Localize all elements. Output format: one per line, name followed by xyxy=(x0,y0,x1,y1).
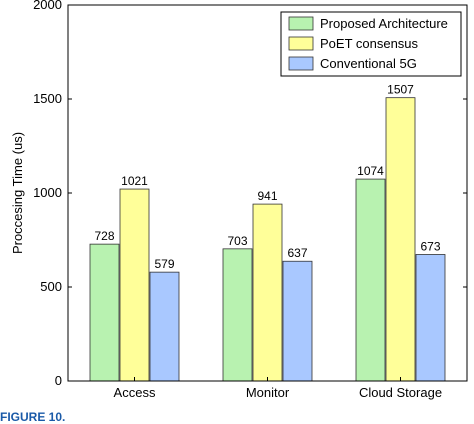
bar-cloud-storage-conventional-5g xyxy=(415,254,446,382)
y-tick-label-500: 500 xyxy=(40,279,62,294)
x-tick-label-access: Access xyxy=(114,385,156,400)
legend: Proposed Architecture PoET consensus Con… xyxy=(280,11,462,77)
y-tick-label-1500: 1500 xyxy=(33,91,62,106)
bar-monitor-conventional-5g xyxy=(282,260,313,382)
bar-access-proposed-architecture xyxy=(89,243,120,382)
y-axis-title: Proccesing Time (us) xyxy=(10,132,25,254)
y-tick-label-2000: 2000 xyxy=(33,0,62,12)
legend-label-proposed-architecture: Proposed Architecture xyxy=(320,16,448,31)
data-label-access-proposed-architecture: 728 xyxy=(94,229,114,243)
data-label-monitor-conventional-5g: 637 xyxy=(287,246,307,260)
bar-access-poet-consensus xyxy=(119,188,150,382)
data-label-cloud-storage-proposed-architecture: 1074 xyxy=(357,164,384,178)
data-label-monitor-proposed-architecture: 703 xyxy=(227,234,247,248)
data-label-access-poet-consensus: 1021 xyxy=(121,174,148,188)
bar-access-conventional-5g xyxy=(149,271,180,382)
x-tick-label-cloud-storage: Cloud Storage xyxy=(359,385,442,400)
bar-monitor-proposed-architecture xyxy=(222,248,253,382)
figure-caption: FIGURE 10. xyxy=(0,410,66,424)
legend-swatch-proposed-architecture xyxy=(288,16,314,31)
legend-swatch-poet-consensus xyxy=(288,36,314,51)
bar-cloud-storage-proposed-architecture xyxy=(355,178,386,382)
data-label-monitor-poet-consensus: 941 xyxy=(257,189,277,203)
y-tick-label-1000: 1000 xyxy=(33,185,62,200)
bar-monitor-poet-consensus xyxy=(252,203,283,382)
bar-cloud-storage-poet-consensus xyxy=(385,97,416,382)
data-label-cloud-storage-conventional-5g: 673 xyxy=(420,239,440,253)
legend-swatch-conventional-5g xyxy=(288,56,314,71)
legend-label-conventional-5g: Conventional 5G xyxy=(320,56,417,71)
y-tick-label-0: 0 xyxy=(55,373,62,388)
data-label-cloud-storage-poet-consensus: 1507 xyxy=(387,83,414,97)
x-tick-label-monitor: Monitor xyxy=(246,385,290,400)
data-label-access-conventional-5g: 579 xyxy=(154,257,174,271)
legend-label-poet-consensus: PoET consensus xyxy=(320,36,419,51)
